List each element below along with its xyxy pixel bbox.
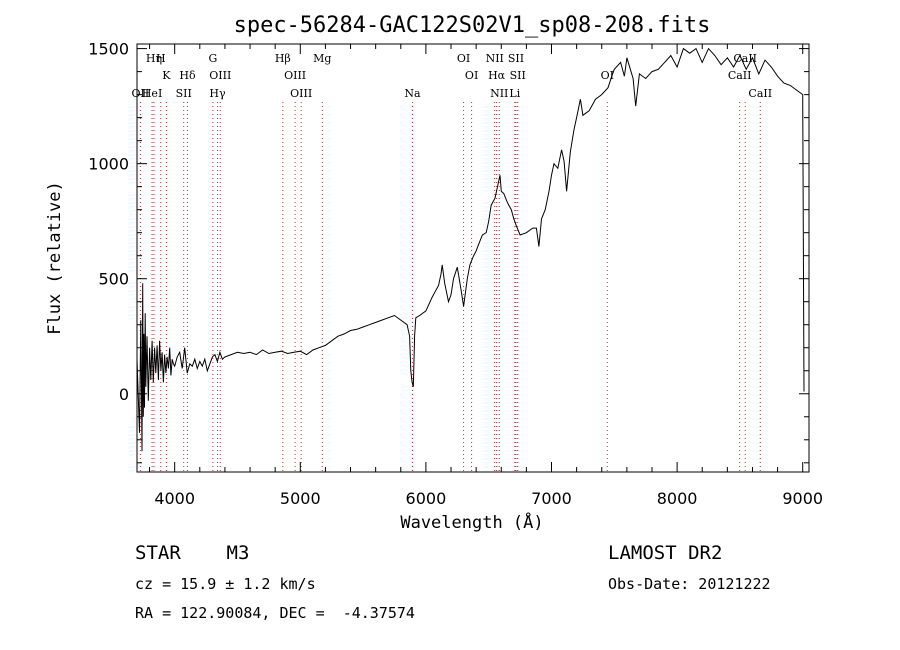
y-axis-ticks: 0 500 1000 1500: [88, 40, 809, 464]
line-label-0: Hη: [146, 52, 162, 65]
line-label-11: OIII: [284, 69, 306, 82]
x-tick-label-0: 4000: [154, 489, 195, 508]
line-label-8: OIII: [209, 69, 231, 82]
line-label-26: CaII: [748, 87, 772, 100]
line-label-17: NII: [486, 52, 504, 65]
plot-frame: [136, 43, 810, 473]
line-label-9: Hγ: [209, 87, 226, 100]
line-label-7: G: [208, 52, 217, 65]
spectral-line-markers: [139, 102, 761, 472]
line-label-1: H: [156, 52, 166, 65]
survey-name: LAMOST DR2: [608, 542, 723, 564]
observation-date: Obs-Date: 20121222: [608, 575, 771, 593]
line-label-2: K: [162, 69, 171, 82]
line-label-3: Hδ: [179, 69, 196, 82]
line-label-15: OI: [457, 52, 470, 65]
line-label-6: SII: [176, 87, 192, 100]
line-label-24: CaII: [733, 52, 757, 65]
y-tick-label-0: 0: [119, 385, 129, 404]
line-label-21: NII: [490, 87, 508, 100]
chart-title: spec-56284-GAC122S02V1_sp08-208.fits: [234, 13, 711, 38]
line-label-20: SII: [510, 69, 526, 82]
x-tick-label-1: 5000: [280, 489, 321, 508]
x-axis-ticks: 4000 5000 6000 7000 8000 9000: [149, 44, 823, 508]
line-label-18: SII: [508, 52, 524, 65]
x-tick-label-3: 7000: [531, 489, 572, 508]
spectrum-series: [136, 47, 805, 452]
line-label-14: Na: [404, 87, 421, 100]
x-tick-label-2: 6000: [406, 489, 447, 508]
line-label-4: OII: [132, 87, 150, 100]
line-label-10: Hβ: [275, 52, 291, 65]
object-class: STAR M3: [135, 542, 250, 564]
x-tick-label-5: 9000: [782, 489, 823, 508]
y-tick-label-1: 500: [98, 270, 129, 289]
line-label-16: OI: [465, 69, 478, 82]
y-axis-label: Flux (relative): [45, 181, 65, 335]
line-label-22: Li: [509, 87, 520, 100]
ra-dec-coords: RA = 122.90084, DEC = -4.37574: [135, 604, 415, 622]
redshift-cz: cz = 15.9 ± 1.2 km/s: [135, 575, 316, 593]
x-axis-label: Wavelength (Å): [400, 511, 543, 533]
series-line-flux: [136, 47, 805, 452]
line-label-25: CaII: [728, 69, 752, 82]
line-label-5: HeI: [142, 87, 162, 100]
y-tick-label-3: 1500: [88, 40, 129, 59]
line-label-12: OIII: [290, 87, 312, 100]
line-label-13: Mg: [313, 52, 331, 65]
x-tick-label-4: 8000: [657, 489, 698, 508]
y-tick-label-2: 1000: [88, 155, 129, 174]
line-label-19: Hα: [488, 69, 506, 82]
